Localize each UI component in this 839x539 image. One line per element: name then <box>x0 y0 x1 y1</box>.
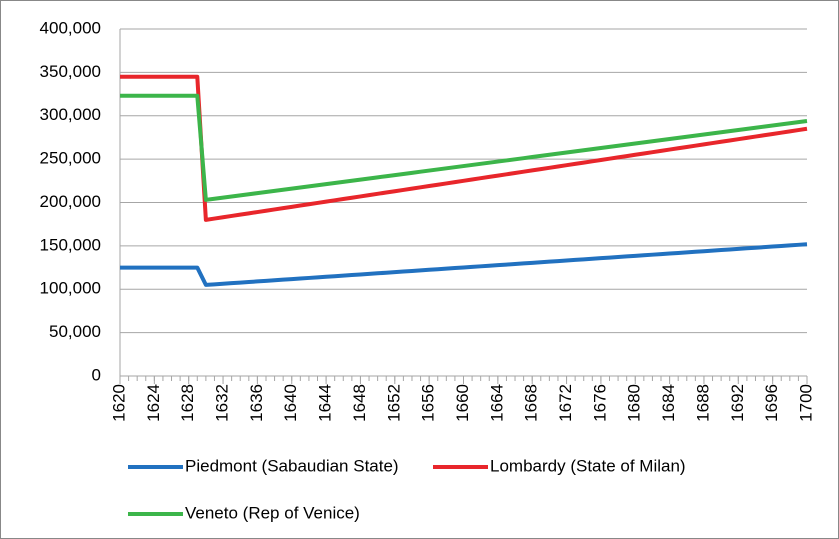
x-tick-label: 1668 <box>522 384 541 422</box>
y-tick-label: 250,000 <box>40 149 101 168</box>
y-tick-label: 200,000 <box>40 192 101 211</box>
x-tick-label: 1636 <box>247 384 266 422</box>
series-line <box>120 242 808 287</box>
x-tick-label: 1664 <box>487 384 506 422</box>
x-tick-label: 1696 <box>762 384 781 422</box>
y-tick-label: 50,000 <box>49 322 101 341</box>
x-tick-label: 1648 <box>350 384 369 422</box>
x-tick-label: 1684 <box>659 384 678 422</box>
series-line <box>120 93 808 202</box>
series-line <box>120 74 808 222</box>
x-tick-label: 1640 <box>281 384 300 422</box>
y-tick-label: 350,000 <box>40 62 101 81</box>
legend-label: Piedmont (Sabaudian State) <box>185 456 399 475</box>
x-tick-label: 1676 <box>590 384 609 422</box>
x-tick-label: 1644 <box>316 384 335 422</box>
legend-label: Veneto (Rep of Venice) <box>185 503 360 522</box>
y-tick-label: 300,000 <box>40 105 101 124</box>
x-tick-label: 1624 <box>144 384 163 422</box>
x-tick-label: 1692 <box>728 384 747 422</box>
x-tick-label: 1656 <box>419 384 438 422</box>
legend-label: Lombardy (State of Milan) <box>490 456 686 475</box>
x-tick-label: 1688 <box>693 384 712 422</box>
x-tick-label: 1620 <box>109 384 128 422</box>
x-tick-label: 1672 <box>556 384 575 422</box>
x-tick-label: 1680 <box>625 384 644 422</box>
y-tick-label: 100,000 <box>40 279 101 298</box>
y-tick-label: 150,000 <box>40 235 101 254</box>
x-tick-label: 1652 <box>384 384 403 422</box>
x-tick-label: 1660 <box>453 384 472 422</box>
x-tick-label: 1632 <box>213 384 232 422</box>
y-tick-label: 400,000 <box>40 18 101 37</box>
x-tick-label: 1628 <box>178 384 197 422</box>
x-tick-label: 1700 <box>796 384 815 422</box>
y-tick-label: 0 <box>92 365 101 384</box>
